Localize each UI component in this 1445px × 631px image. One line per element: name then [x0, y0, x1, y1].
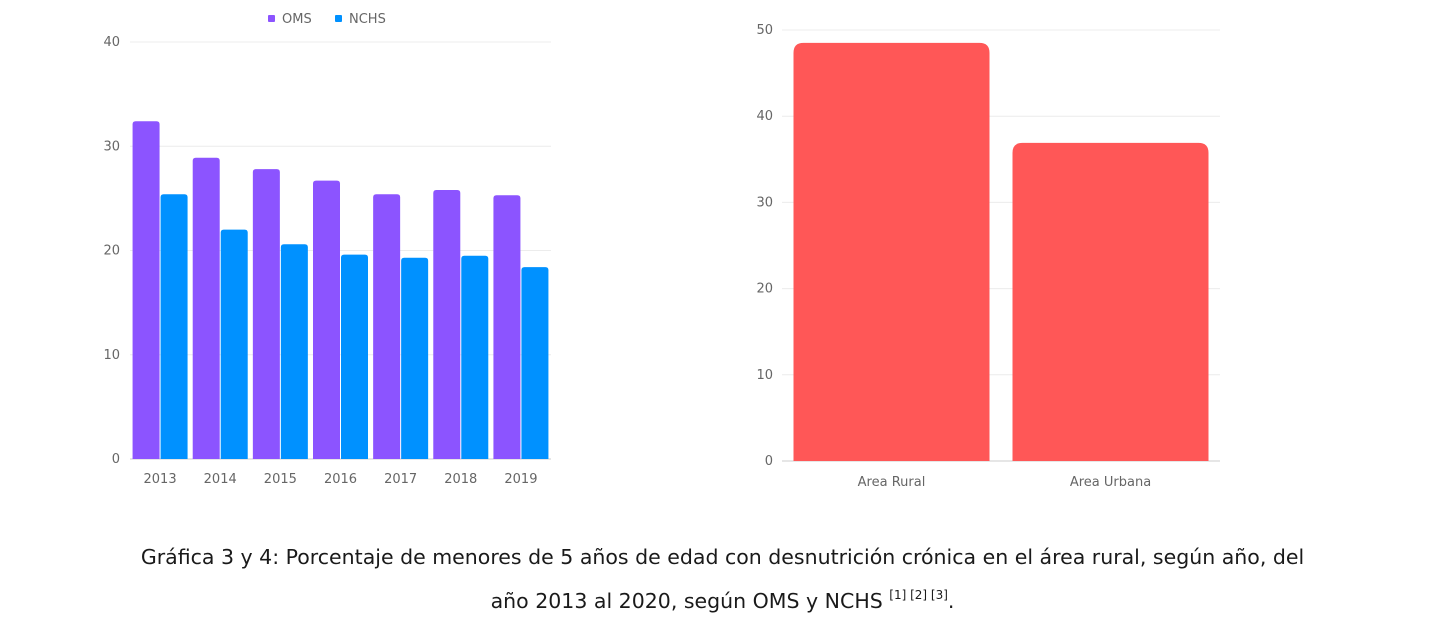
chart-oms-nchs: 0 10 20 30 40 2013 2014 2015 2016 2017 2018 2019 OMS…: [103, 12, 551, 487]
y-tick-label: 0: [765, 454, 773, 469]
bar-nchs-2013: [160, 194, 188, 459]
caption-period: .: [947, 589, 955, 613]
x-tick-label: Area Urbana: [1070, 475, 1151, 490]
bar-oms-2014: [192, 157, 220, 459]
x-tick-label: 2015: [264, 472, 297, 487]
caption-references: [1] [2] [3]: [889, 588, 948, 602]
y-tick-label: 10: [756, 368, 773, 383]
legend-label-oms: OMS: [282, 12, 312, 27]
chart-area-rural-urbana: 0 10 20 30 40 50 Area Rural Area Urbana: [756, 23, 1220, 490]
bar-nchs-2014: [220, 229, 248, 459]
bar-oms-2019: [493, 195, 521, 459]
bar-oms-2013: [132, 121, 160, 459]
y-tick-label: 30: [103, 139, 120, 154]
y-tick-label: 0: [112, 452, 120, 467]
bar-oms-2017: [373, 194, 401, 459]
bar-nchs-2019: [521, 267, 549, 459]
y-tick-label: 20: [756, 282, 773, 297]
legend-swatch-oms: [268, 15, 275, 22]
bar-area-urbana: [1012, 142, 1209, 461]
x-tick-label: 2017: [384, 472, 417, 487]
caption-line-1: Gráfica 3 y 4: Porcentaje de menores de …: [140, 545, 1305, 569]
bar-oms-2016: [313, 180, 340, 459]
bar-nchs-2016: [341, 254, 368, 459]
bar-oms-2015: [252, 169, 280, 459]
y-tick-label: 10: [103, 348, 120, 363]
legend-label-nchs: NCHS: [349, 12, 386, 27]
y-tick-label: 50: [756, 23, 773, 38]
y-tick-label: 30: [756, 195, 773, 210]
y-tick-label: 40: [756, 109, 773, 124]
caption-line-2: año 2013 al 2020, según OMS y NCHS [1] […: [0, 576, 1445, 620]
bar-area-rural: [793, 42, 990, 462]
x-tick-label: 2013: [144, 472, 177, 487]
x-tick-label: 2014: [204, 472, 237, 487]
bar-oms-2018: [433, 190, 461, 459]
x-tick-label: 2019: [504, 472, 537, 487]
x-tick-label: 2018: [444, 472, 477, 487]
bar-nchs-2015: [280, 244, 308, 459]
x-tick-label: 2016: [324, 472, 357, 487]
bar-nchs-2017: [401, 257, 429, 459]
legend-swatch-nchs: [335, 15, 342, 22]
y-tick-label: 20: [103, 244, 120, 259]
bar-nchs-2018: [461, 255, 489, 459]
x-tick-label: Area Rural: [858, 475, 926, 490]
y-tick-label: 40: [103, 35, 120, 50]
caption-line-2-text: año 2013 al 2020, según OMS y NCHS: [490, 589, 890, 613]
figure-caption: Gráfica 3 y 4: Porcentaje de menores de …: [0, 538, 1445, 620]
